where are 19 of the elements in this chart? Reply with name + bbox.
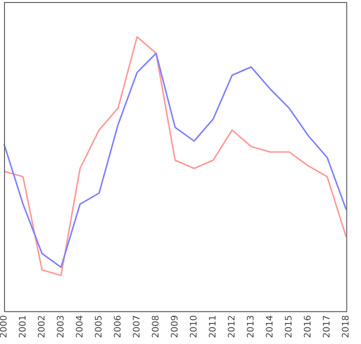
x-tick-label: 2000	[0, 314, 10, 338]
x-tick-label: 2008	[151, 314, 162, 338]
x-tick-label: 2007	[132, 315, 142, 338]
x-tick-label: 2016	[304, 314, 314, 338]
x-tick-label: 2009	[170, 314, 180, 338]
x-tick-label: 2003	[56, 315, 66, 338]
x-tick-label: 2006	[113, 314, 124, 338]
x-tick-label: 2015	[284, 315, 295, 338]
x-tick-label: 2005	[94, 315, 104, 338]
x-tick-label: 2010	[189, 314, 200, 338]
x-tick-label: 2018	[342, 314, 352, 338]
x-tick-label: 2012	[227, 315, 238, 338]
x-tick-label: 2013	[246, 315, 256, 338]
x-tick-label: 2004	[75, 314, 86, 338]
x-tick-label: 2011	[208, 315, 218, 338]
x-tick-label: 2002	[37, 315, 48, 338]
x-tick-label: 2014	[266, 314, 276, 338]
x-tick-label: 2001	[18, 315, 28, 338]
x-tick-label: 2017	[322, 315, 333, 338]
